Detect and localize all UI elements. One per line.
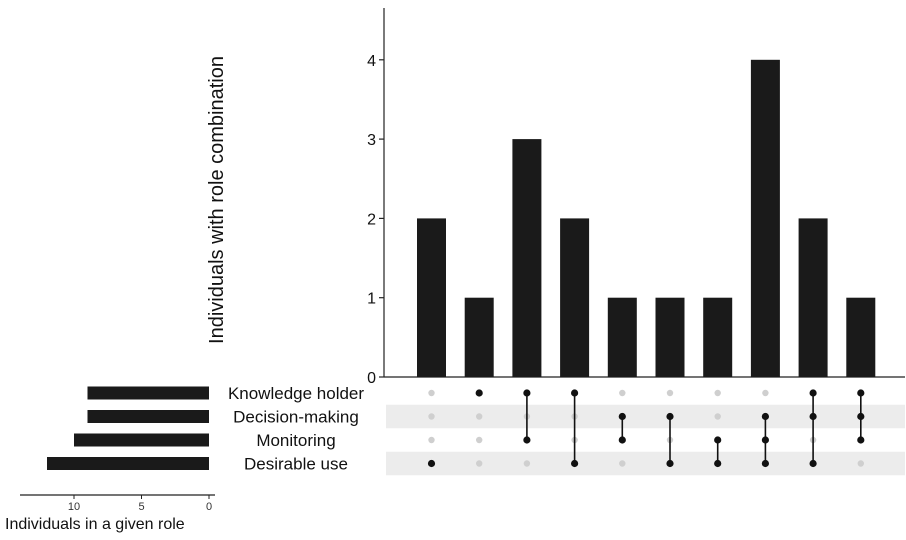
matrix-dot-inactive [428, 389, 435, 397]
matrix-dot-inactive [666, 389, 674, 397]
y-tick-label: 0 [367, 370, 376, 387]
intersection-bar [464, 297, 494, 377]
set-size-bar [87, 386, 209, 400]
matrix-dot-active [857, 412, 865, 421]
matrix-dot-active [666, 412, 674, 421]
intersection-bar [560, 218, 590, 377]
set-label: Desirable use [244, 455, 348, 474]
matrix-row-stripe [386, 451, 905, 476]
matrix-dot-inactive [714, 389, 721, 397]
intersection-y-axis-label: Individuals with role combination [206, 56, 228, 344]
intersection-bar [798, 218, 828, 377]
matrix-dot-active [475, 389, 483, 397]
intersection-bar [750, 59, 780, 378]
matrix-dot-inactive [619, 389, 626, 397]
set-size-ticks: 10 5 0 [68, 495, 212, 513]
matrix-dot-inactive [523, 460, 531, 467]
matrix-dot-active [857, 389, 865, 397]
set-label: Decision-making [233, 408, 359, 427]
matrix-dot-active [761, 412, 770, 421]
set-size-bar [47, 457, 209, 470]
set-size-tick-label: 5 [138, 501, 144, 513]
matrix-dot-inactive [762, 389, 769, 397]
matrix-dot-inactive [428, 413, 435, 420]
matrix-dot-active [618, 412, 626, 421]
set-size-tick-label: 10 [68, 501, 80, 513]
set-size-bars [47, 386, 209, 470]
matrix-stripes [386, 404, 905, 476]
y-tick-label: 4 [367, 53, 376, 70]
y-tick-label: 2 [367, 211, 376, 228]
matrix-dot-inactive [619, 460, 626, 467]
set-size-bar [74, 433, 209, 447]
intersection-y-ticks: 0 1 2 3 4 [367, 53, 384, 387]
set-size-x-axis-label: Individuals in a given role [5, 516, 185, 533]
matrix-dot-active [571, 459, 579, 468]
matrix-dot-active [666, 459, 674, 468]
matrix-dot-active [427, 459, 436, 468]
intersection-bar [846, 297, 876, 377]
matrix-dot-active [714, 459, 722, 468]
intersection-bar [703, 297, 733, 377]
matrix-dot-inactive [714, 413, 721, 420]
matrix-dot-active [761, 436, 770, 444]
intersection-bar [607, 297, 637, 377]
y-tick-label: 3 [367, 132, 376, 149]
set-label: Monitoring [256, 431, 335, 450]
set-size-bar [87, 410, 209, 423]
matrix-dot-inactive [476, 436, 483, 444]
set-label: Knowledge holder [228, 384, 364, 403]
matrix-dot-active [809, 389, 817, 397]
matrix-dot-active [571, 389, 579, 397]
matrix-dot-active [523, 389, 531, 397]
intersection-bar [417, 218, 446, 377]
matrix-row-stripe [386, 404, 905, 429]
matrix-dot-active [809, 459, 817, 468]
matrix-dot-inactive [428, 436, 435, 444]
matrix-dot-active [618, 436, 626, 444]
matrix-dot-inactive [476, 413, 483, 420]
intersection-bar [655, 297, 685, 377]
matrix-dot-active [714, 436, 722, 444]
set-size-tick-label: 0 [206, 501, 212, 513]
matrix-dot-active [523, 436, 531, 444]
matrix-dot-active [761, 459, 770, 468]
matrix-dot-active [857, 436, 865, 444]
matrix-dot-active [809, 412, 817, 421]
set-labels: Knowledge holder Decision-making Monitorin… [228, 384, 364, 474]
y-tick-label: 1 [367, 291, 376, 308]
matrix-dot-inactive [476, 460, 483, 467]
intersection-bars [417, 59, 876, 378]
matrix-dot-inactive [857, 460, 864, 467]
intersection-bar [512, 139, 542, 377]
membership-matrix [427, 389, 865, 468]
